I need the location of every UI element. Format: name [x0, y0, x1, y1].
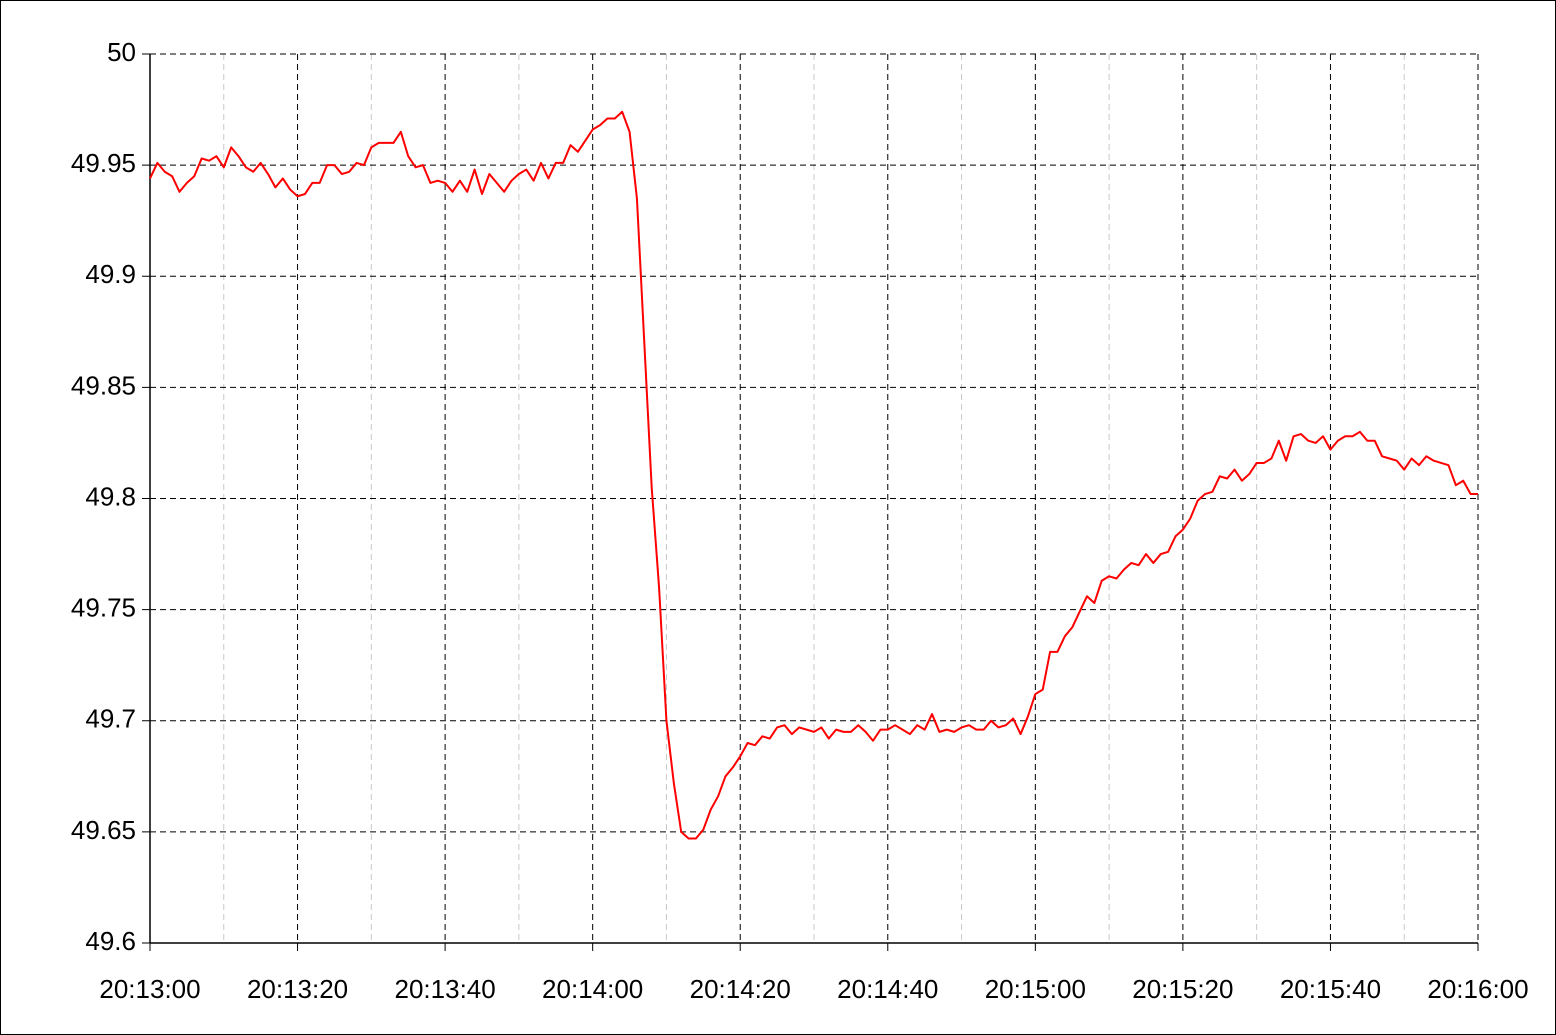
y-tick-label: 49.6	[85, 926, 136, 956]
x-tick-label: 20:15:40	[1280, 974, 1381, 1004]
x-tick-label: 20:15:00	[985, 974, 1086, 1004]
x-tick-label: 20:16:00	[1427, 974, 1528, 1004]
y-tick-label: 49.85	[71, 370, 136, 400]
x-tick-label: 20:14:20	[690, 974, 791, 1004]
x-tick-label: 20:13:40	[395, 974, 496, 1004]
y-tick-label: 49.9	[85, 259, 136, 289]
x-tick-label: 20:15:20	[1132, 974, 1233, 1004]
x-tick-label: 20:13:00	[99, 974, 200, 1004]
y-tick-label: 49.75	[71, 593, 136, 623]
y-tick-label: 49.7	[85, 704, 136, 734]
y-tick-label: 49.65	[71, 815, 136, 845]
data-line	[149, 110, 1478, 840]
y-tick-label: 50	[107, 37, 136, 67]
x-tick-label: 20:13:20	[247, 974, 348, 1004]
y-tick-label: 49.8	[85, 481, 136, 511]
y-tick-label: 49.95	[71, 148, 136, 178]
x-tick-label: 20:14:40	[837, 974, 938, 1004]
x-tick-label: 20:14:00	[542, 974, 643, 1004]
